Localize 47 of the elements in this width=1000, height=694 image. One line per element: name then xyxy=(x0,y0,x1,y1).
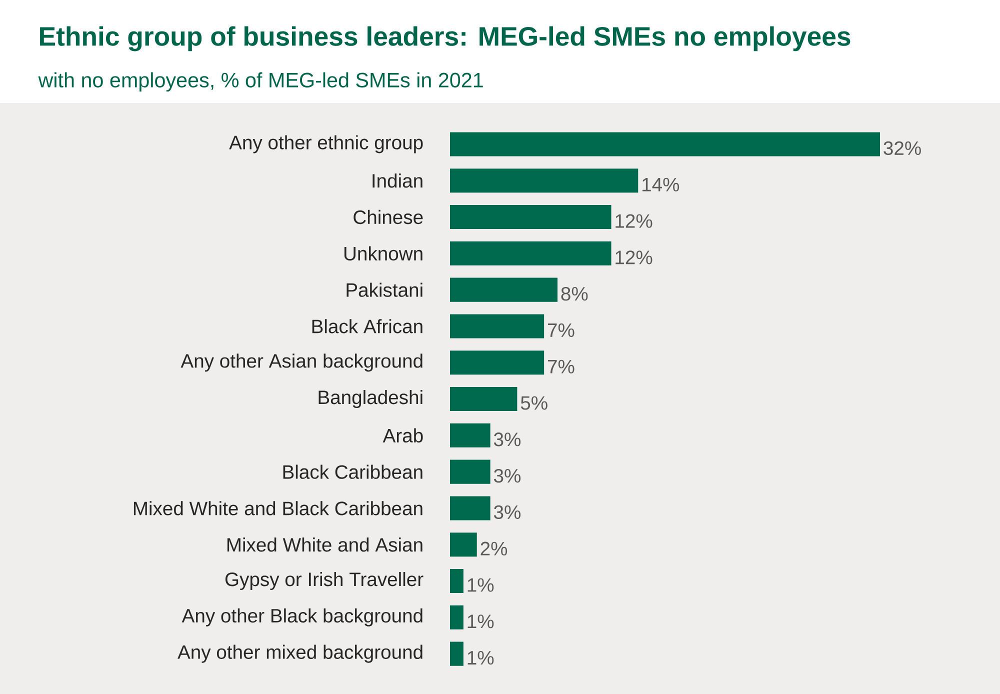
data-label: 12% xyxy=(616,250,652,264)
data-label: 7% xyxy=(548,323,574,337)
data-label: 8% xyxy=(561,286,588,301)
y-tick-label: Pakistani xyxy=(346,282,422,297)
chart-title: Ethnic group of business leaders: MEG-led SMEs no employees xyxy=(40,26,850,52)
data-label: 32% xyxy=(884,141,921,156)
data-label: 3% xyxy=(494,432,521,446)
data-label: 7% xyxy=(548,360,574,374)
data-label: 3% xyxy=(494,505,521,520)
bar xyxy=(450,496,490,520)
bar xyxy=(450,423,490,448)
y-tick-label: Black African xyxy=(312,319,422,334)
y-tick-label: Indian xyxy=(372,174,422,188)
data-label: 2% xyxy=(480,542,508,556)
data-label: 12% xyxy=(616,214,652,228)
bar xyxy=(450,241,612,266)
bar xyxy=(450,605,464,630)
data-label: 1% xyxy=(468,578,494,592)
y-tick-label: Mixed White and Asian xyxy=(227,538,422,552)
y-tick-label: Mixed White and Black Caribbean xyxy=(134,501,422,516)
bar xyxy=(450,132,880,156)
text: with no employees, % of MEG-led SMEs in 2021 xyxy=(38,72,483,92)
y-tick-label: Chinese xyxy=(354,210,423,224)
bar xyxy=(450,642,464,666)
y-tick-label: Any other ethnic group xyxy=(229,135,423,154)
y-tick-label: Arab xyxy=(382,428,423,443)
bar xyxy=(450,168,638,193)
bar xyxy=(450,350,544,375)
y-tick-label: Bangladeshi xyxy=(318,390,422,408)
data-label: 14% xyxy=(642,178,680,192)
y-tick-label: Black Caribbean xyxy=(283,464,422,479)
bar xyxy=(450,460,490,484)
bar xyxy=(450,386,518,412)
bar xyxy=(450,278,558,302)
data-label: 1% xyxy=(468,614,494,628)
bar xyxy=(450,204,612,230)
y-tick-label: Unknown xyxy=(344,246,422,261)
data-label: 5% xyxy=(520,396,548,410)
y-tick-label: Gypsy or Irish Traveller xyxy=(225,572,424,590)
y-tick-label: Any other mixed background xyxy=(178,644,422,663)
data-label: 3% xyxy=(494,468,521,483)
bar xyxy=(450,532,477,557)
y-tick-label: Any other Black background xyxy=(182,608,422,626)
y-tick-label: Any other Asian background xyxy=(180,354,422,372)
data-label: 1% xyxy=(468,651,494,665)
bar xyxy=(450,568,464,594)
bar xyxy=(450,314,544,338)
